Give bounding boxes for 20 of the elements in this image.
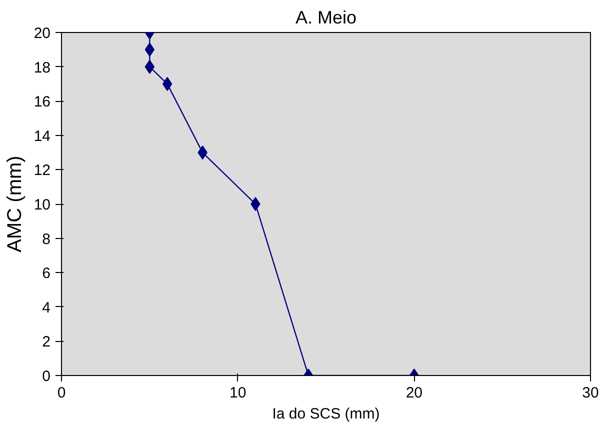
y-tick-label: 8 <box>42 230 50 248</box>
point <box>250 197 260 211</box>
y-tick-label: 12 <box>34 162 51 180</box>
point <box>162 76 172 91</box>
x-tick-label: 10 <box>229 384 246 402</box>
y-tick-label: 0 <box>42 368 50 385</box>
y-tick-label: 14 <box>34 128 51 145</box>
chart-title: A. Meio <box>295 8 357 28</box>
y-tick-label: 2 <box>42 334 50 351</box>
x-tick-label: 0 <box>57 384 66 402</box>
y-tick-label: 16 <box>34 94 51 111</box>
y-axis-title: AMC (mm) <box>4 156 26 252</box>
y-tick-label: 4 <box>42 299 50 316</box>
y-tick-label: 6 <box>42 265 50 282</box>
y-tick-label: 10 <box>34 196 51 214</box>
x-axis-title: Ia do SCS (mm) <box>272 406 380 422</box>
x-tick-label: 30 <box>582 384 599 402</box>
x-tick-label: 20 <box>406 384 423 402</box>
y-tick-label: 20 <box>34 25 51 42</box>
y-tick-label: 18 <box>34 59 51 76</box>
